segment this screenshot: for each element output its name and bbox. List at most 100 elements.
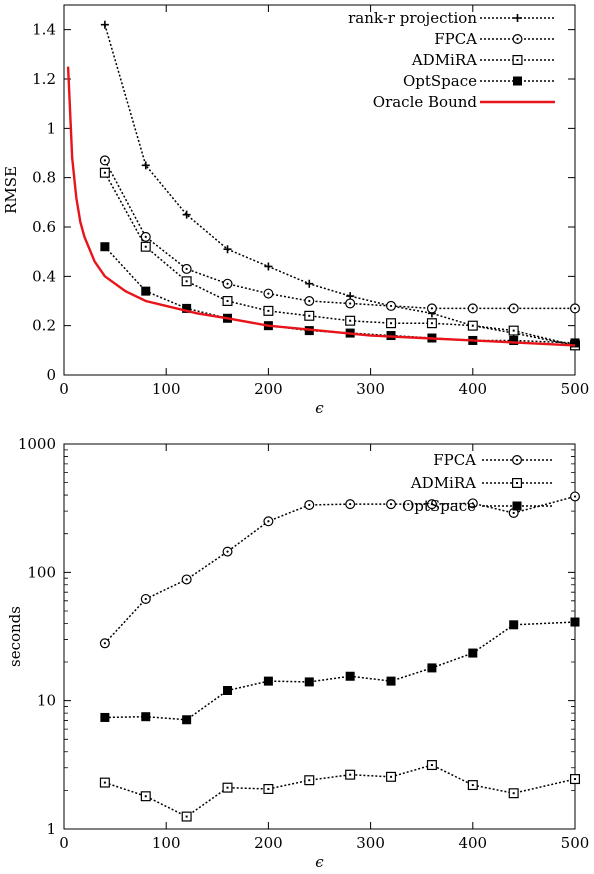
data-point xyxy=(181,263,192,274)
data-point xyxy=(182,303,192,313)
legend-label: OptSpace xyxy=(403,72,477,90)
data-point xyxy=(304,677,314,687)
data-point xyxy=(222,546,233,557)
data-point xyxy=(181,574,192,585)
data-point xyxy=(304,296,315,307)
y-axis-label: seconds xyxy=(6,606,24,667)
data-point xyxy=(263,676,273,686)
legend-marker xyxy=(511,478,522,489)
y-tick-label: 1 xyxy=(46,820,56,838)
data-point xyxy=(508,788,519,799)
x-tick-label: 400 xyxy=(458,834,487,852)
data-point xyxy=(223,686,233,696)
data-point xyxy=(569,774,580,785)
x-tick-label: 200 xyxy=(254,380,283,398)
data-point xyxy=(99,167,110,178)
data-point xyxy=(509,620,519,630)
series-line xyxy=(104,764,576,818)
data-point xyxy=(140,231,151,242)
series-line xyxy=(66,66,576,347)
data-point xyxy=(182,210,191,219)
series-line xyxy=(104,621,576,721)
data-point xyxy=(345,315,356,326)
legend: rank-r projection FPCA ADMiRA OptSpace Oracl… xyxy=(348,9,555,111)
data-point xyxy=(467,303,478,314)
x-tick-label: 100 xyxy=(152,380,181,398)
data-point xyxy=(99,155,110,166)
legend-marker xyxy=(512,33,523,44)
data-point xyxy=(509,335,519,345)
data-point xyxy=(141,286,151,296)
legend-marker xyxy=(511,455,522,466)
data-point xyxy=(263,783,274,794)
series-line xyxy=(104,495,576,644)
data-point xyxy=(386,499,397,510)
data-point xyxy=(386,300,397,311)
x-tick-label: 500 xyxy=(561,380,590,398)
x-axis-label: ϵ xyxy=(315,853,324,871)
plot-frame xyxy=(63,443,576,830)
data-point xyxy=(263,516,274,527)
series-2 xyxy=(99,760,580,822)
series-5 xyxy=(66,66,576,347)
data-point xyxy=(569,491,580,502)
data-point xyxy=(304,775,315,786)
data-point xyxy=(345,671,355,681)
data-point xyxy=(100,20,109,29)
data-point xyxy=(140,593,151,604)
data-point xyxy=(467,780,478,791)
data-point xyxy=(140,791,151,802)
x-tick-label: 0 xyxy=(59,380,69,398)
data-point xyxy=(222,782,233,793)
y-tick-label: 0.2 xyxy=(32,317,56,335)
series-1 xyxy=(99,491,580,649)
legend-label: rank-r projection xyxy=(348,9,477,27)
data-point xyxy=(345,298,356,309)
data-point xyxy=(305,279,314,288)
x-axis-label: ϵ xyxy=(315,399,324,417)
legend-label: ADMiRA xyxy=(411,51,477,69)
runtime-plot: 0 100 200 300 400 500 1 10 100 1000 ϵ seconds FPCA AD… xyxy=(6,435,589,871)
legend: FPCA ADMiRA OptSpace xyxy=(402,451,552,515)
data-point xyxy=(569,303,580,314)
plot-frame xyxy=(63,4,576,376)
y-axis-label: RMSE xyxy=(2,166,20,214)
x-tick-label: 0 xyxy=(59,834,69,852)
x-tick-label: 300 xyxy=(356,380,385,398)
data-point xyxy=(426,318,437,329)
data-point xyxy=(426,303,437,314)
legend-marker xyxy=(512,501,522,511)
data-point xyxy=(222,278,233,289)
legend-label: Oracle Bound xyxy=(373,93,478,111)
data-point xyxy=(468,648,478,658)
data-point xyxy=(181,276,192,287)
x-tick-label: 400 xyxy=(458,380,487,398)
data-point xyxy=(508,325,519,336)
legend-label: FPCA xyxy=(433,451,476,469)
data-point xyxy=(426,760,437,771)
x-tick-label: 500 xyxy=(561,834,590,852)
legend-label: FPCA xyxy=(434,30,477,48)
y-tick-label: 100 xyxy=(27,563,56,581)
rmse-plot: 0 100 200 300 400 500 0 0.2 0.4 0.6 0.8 1 1.2 1.4 ϵ RMS… xyxy=(2,4,590,417)
data-point xyxy=(99,777,110,788)
series-1 xyxy=(100,20,579,350)
data-point xyxy=(386,318,397,329)
data-point xyxy=(427,663,437,673)
data-point xyxy=(264,262,273,271)
legend-marker xyxy=(512,54,523,65)
series-3 xyxy=(99,167,580,351)
data-point xyxy=(263,305,274,316)
x-tick-label: 100 xyxy=(152,834,181,852)
y-tick-label: 0 xyxy=(46,366,56,384)
legend-label: ADMiRA xyxy=(410,474,476,492)
data-point xyxy=(141,161,150,170)
data-point xyxy=(182,715,192,725)
data-point xyxy=(386,676,396,686)
data-point xyxy=(223,245,232,254)
series-line xyxy=(104,24,576,347)
data-point xyxy=(304,310,315,321)
y-tick-label: 0.6 xyxy=(32,218,56,236)
y-tick-label: 0.8 xyxy=(32,169,56,187)
data-point xyxy=(345,499,356,510)
